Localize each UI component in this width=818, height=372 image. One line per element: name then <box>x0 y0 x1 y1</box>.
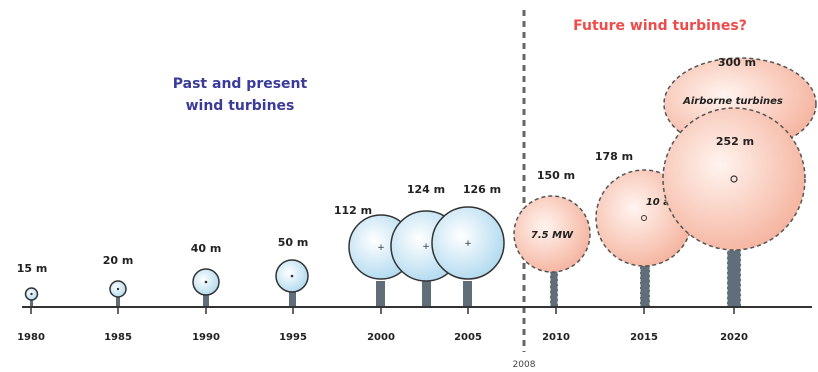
size-label: 112 m <box>334 204 372 217</box>
size-label: 15 m <box>17 262 48 275</box>
note: 7.5 MW <box>531 230 574 241</box>
marker-year-label: 2008 <box>513 360 536 370</box>
year-label: 1980 <box>17 332 45 343</box>
future-turbine-252m: 252 m <box>662 107 806 308</box>
hub-icon: + <box>464 239 472 249</box>
past-title-line-1: Past and present <box>173 76 308 92</box>
tower <box>549 268 559 308</box>
past-turbine-50m: 50 m <box>275 236 309 307</box>
year-label: 1990 <box>192 332 220 343</box>
rotor <box>662 107 806 251</box>
year-label: 2020 <box>720 332 748 343</box>
hub <box>204 280 208 284</box>
size-label: 252 m <box>716 135 754 148</box>
past-title-line-2: wind turbines <box>186 98 295 114</box>
hub <box>30 292 33 296</box>
tower <box>289 291 296 307</box>
past-turbine-40m: 40 m <box>191 242 222 307</box>
size-label: 126 m <box>463 183 501 196</box>
airborne-note: Airborne turbines <box>682 96 783 107</box>
year-label: 1995 <box>279 332 307 343</box>
rotor <box>431 206 505 280</box>
hub-icon <box>730 175 738 183</box>
hub-icon: + <box>377 243 385 253</box>
tower <box>116 294 120 307</box>
year-label: 2010 <box>542 332 570 343</box>
hub-icon <box>641 215 647 221</box>
tower <box>422 281 431 307</box>
tower <box>203 293 209 307</box>
rotor <box>513 195 591 273</box>
year-label: 1985 <box>104 332 132 343</box>
year-labels: 1980 1985 1990 1995 2000 2005 2010 2015 … <box>17 332 748 343</box>
size-label: 20 m <box>103 254 134 267</box>
hub-icon: + <box>422 242 430 252</box>
future-title: Future wind turbines? <box>573 18 747 34</box>
year-ticks <box>30 307 735 314</box>
size-label: 50 m <box>278 236 309 249</box>
past-turbine-20m: 20 m <box>103 254 134 307</box>
size-label: 178 m <box>595 150 633 163</box>
tower <box>30 298 33 307</box>
airborne-size-label: 300 m <box>718 56 756 69</box>
past-turbine-126m: + 126 m <box>431 183 505 307</box>
hub <box>116 287 120 291</box>
tower <box>639 261 651 308</box>
past-turbine-15m: 15 m <box>17 262 48 307</box>
tower <box>376 281 385 307</box>
future-turbine-150m: 7.5 MW 150 m <box>513 169 591 308</box>
hub <box>290 274 294 278</box>
tower <box>726 249 742 308</box>
year-label: 2005 <box>454 332 482 343</box>
size-label: 150 m <box>537 169 575 182</box>
tower <box>463 281 472 307</box>
size-label: 124 m <box>407 183 445 196</box>
year-label: 2000 <box>367 332 395 343</box>
year-label: 2015 <box>630 332 658 343</box>
size-label: 40 m <box>191 242 222 255</box>
